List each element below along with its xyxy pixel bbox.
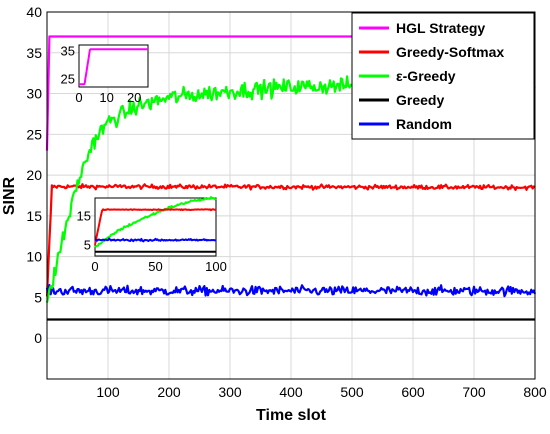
inset-middle-line: [94, 208, 217, 245]
y-tick-label: 0: [34, 330, 42, 346]
x-tick-label: 600: [401, 384, 425, 400]
legend: HGL Strategy Greedy-Softmax ε-Greedy Greedy…: [351, 12, 535, 140]
y-tick-label: 20: [26, 167, 42, 183]
inset-middle-x-tick: 100: [205, 259, 227, 274]
inset-layer: 0 10 20 25 35 0 50 100 5 15: [61, 44, 227, 274]
x-tick-label: 200: [157, 384, 181, 400]
y-axis-title: SINR: [1, 176, 18, 215]
inset-top: 0 10 20 25 35: [61, 44, 149, 105]
legend-label: Random: [396, 116, 452, 132]
inset-middle: 0 50 100 5 15: [77, 196, 227, 274]
y-tick-label: 30: [26, 86, 42, 102]
series-line-random: [45, 284, 537, 298]
legend-label: HGL Strategy: [396, 20, 485, 36]
x-tick-label: 800: [523, 384, 547, 400]
inset-top-x-tick: 10: [99, 90, 113, 105]
inset-middle-frame: [94, 197, 217, 257]
x-tick-label: 500: [340, 384, 364, 400]
inset-middle-x-tick: 50: [148, 259, 162, 274]
y-tick-label: 25: [26, 126, 42, 142]
inset-top-line: [78, 48, 149, 86]
legend-label: ε-Greedy: [396, 68, 456, 84]
y-tick-label: 15: [26, 208, 42, 224]
plot-frame: [46, 11, 536, 380]
legend-label: Greedy-Softmax: [396, 44, 504, 60]
x-axis-title: Time slot: [256, 407, 327, 424]
y-tick-label: 10: [26, 249, 42, 265]
x-tick-label: 300: [218, 384, 242, 400]
inset-middle-y-tick: 5: [84, 237, 91, 252]
y-tick-label: 5: [34, 289, 42, 305]
legend-item: Greedy-Softmax: [359, 44, 504, 60]
legend-label: Greedy: [396, 92, 444, 108]
y-tick-label: 35: [26, 45, 42, 61]
inset-top-x-tick: 20: [127, 90, 141, 105]
legend-item: ε-Greedy: [359, 68, 456, 84]
inset-middle-x-tick: 0: [91, 259, 98, 274]
legend-item: Random: [359, 116, 452, 132]
legend-item: HGL Strategy: [359, 20, 485, 36]
inset-middle-y-tick: 15: [77, 208, 91, 223]
x-tick-label: 100: [96, 384, 120, 400]
inset-middle-line: [94, 237, 216, 243]
x-tick-label: 400: [279, 384, 303, 400]
y-tick-label: 40: [26, 4, 42, 20]
inset-top-y-tick: 25: [61, 72, 75, 87]
legend-item: Greedy: [359, 92, 444, 108]
inset-top-y-tick: 35: [61, 44, 75, 59]
inset-middle-line: [94, 196, 217, 249]
inset-top-x-tick: 0: [75, 90, 82, 105]
series-line-greedy-softmax: [45, 183, 536, 297]
x-tick-label: 700: [462, 384, 486, 400]
